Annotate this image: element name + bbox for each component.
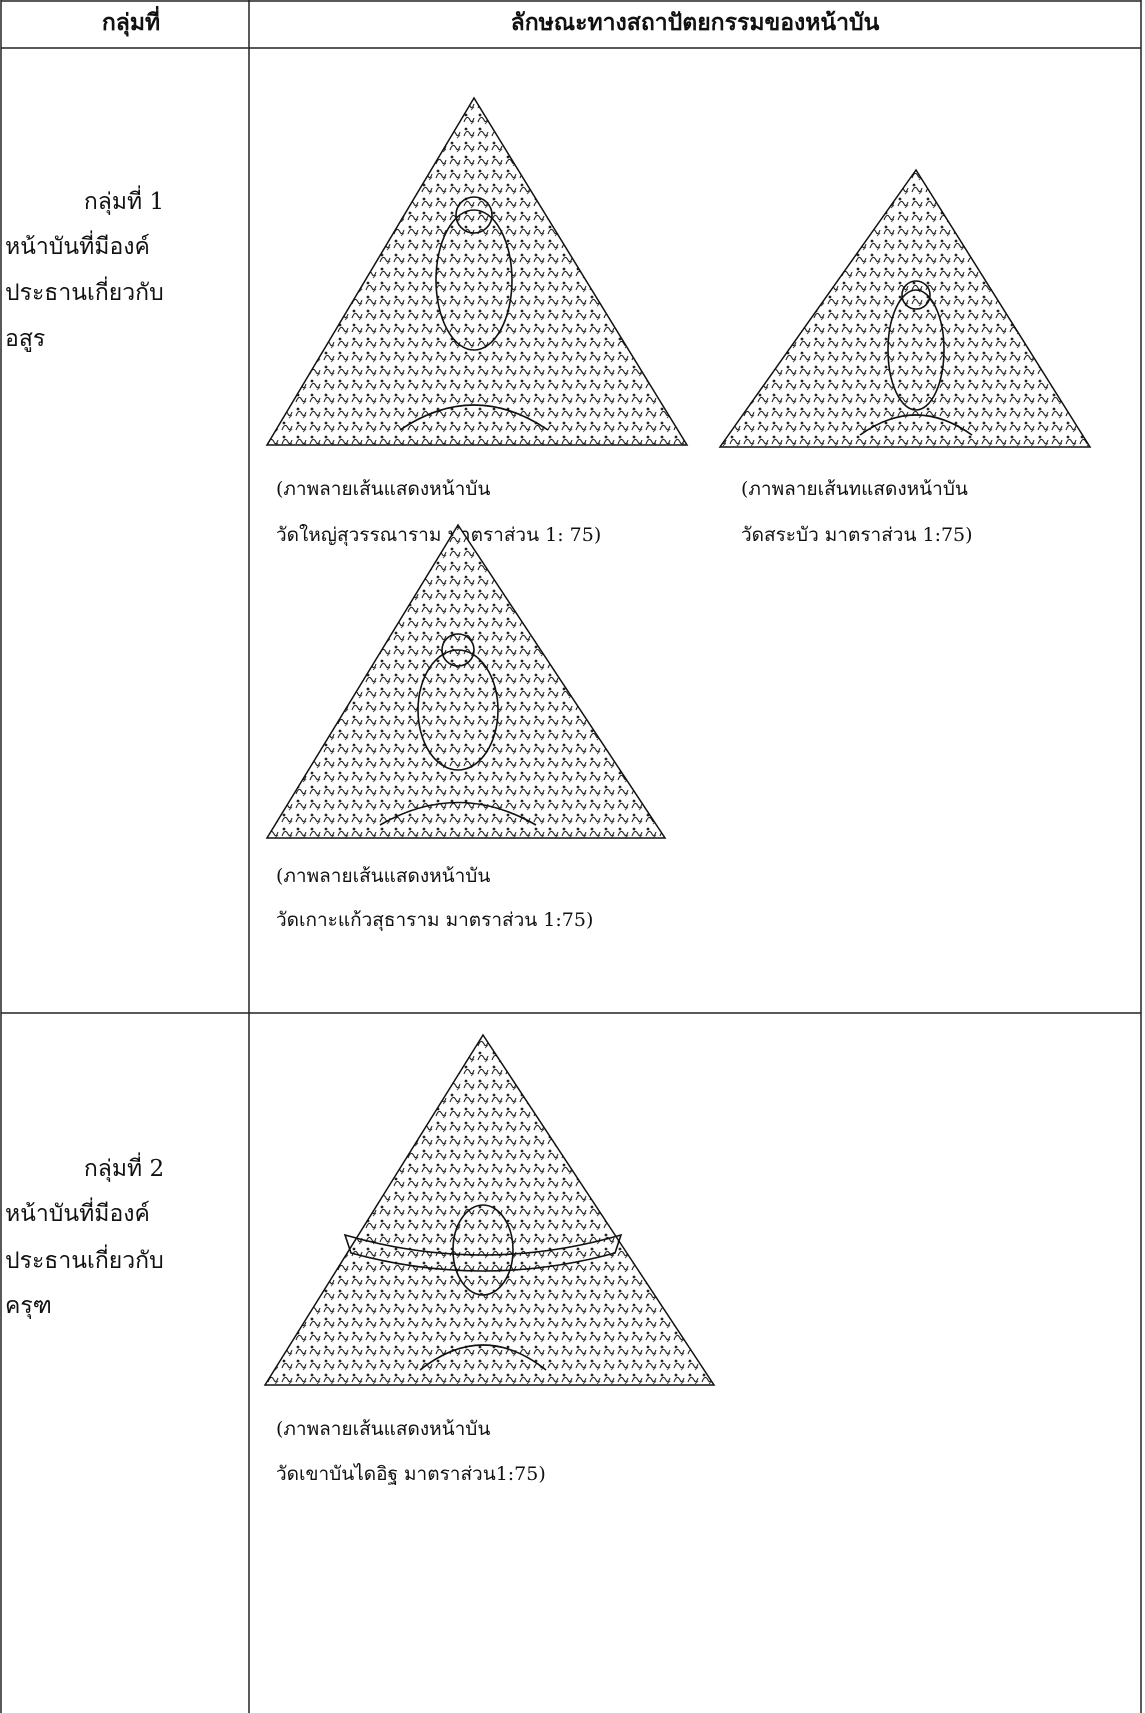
figure-caption: วัดเขาบันไดอิฐ มาตราส่วน1:75) — [276, 1463, 546, 1485]
group-text: ประธานเกี่ยวกับ — [5, 276, 164, 306]
group-title: กลุ่มที่ 2 — [84, 1152, 164, 1182]
group-title: กลุ่มที่ 1 — [84, 185, 164, 215]
figure-caption: (ภาพลายเส้นแสดงหน้าบัน — [276, 865, 490, 887]
figure-caption: (ภาพลายเส้นทแสดงหน้าบัน — [741, 478, 968, 500]
group-text: หน้าบันที่มีองค์ — [5, 230, 150, 260]
group-text: ประธานเกี่ยวกับ — [5, 1244, 164, 1274]
group-text: ครุฑ — [5, 1293, 52, 1319]
figure-caption: (ภาพลายเส้นแสดงหน้าบัน — [276, 1418, 490, 1440]
group-text: หน้าบันที่มีองค์ — [5, 1197, 150, 1227]
gable-drawing — [265, 96, 689, 446]
figure-caption: วัดเกาะแก้วสุธาราม มาตราส่วน 1:75) — [276, 909, 593, 932]
gable-drawing — [265, 523, 667, 839]
group-text: อสูร — [5, 326, 45, 352]
header-cell: ลักษณะทางสถาปัตยกรรมของหน้าบัน — [511, 9, 880, 36]
header-cell: กลุ่มที่ — [102, 5, 160, 37]
gable-drawing — [263, 1033, 716, 1386]
figure-caption: (ภาพลายเส้นแสดงหน้าบัน — [276, 478, 490, 500]
figure-caption: วัดสระบัว มาตราส่วน 1:75) — [741, 524, 973, 546]
figure-caption: วัดใหญ่สุวรรณาราม มาตราส่วน 1: 75) — [276, 524, 601, 547]
gable-drawing — [718, 168, 1092, 448]
